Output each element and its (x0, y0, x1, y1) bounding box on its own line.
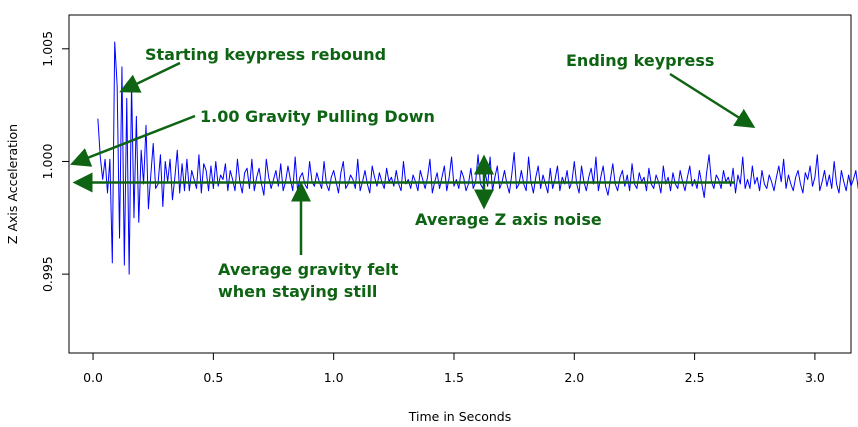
y-axis: 0.995 1.000 1.005 (40, 31, 70, 292)
x-tick-label: 3.0 (805, 370, 825, 385)
x-tick-label: 0.0 (83, 370, 103, 385)
annotation-starting-keypress: Starting keypress rebound (145, 45, 386, 64)
annotation-z-axis-noise: Average Z axis noise (415, 210, 602, 229)
plot-frame (68, 14, 852, 354)
x-tick-label: 1.0 (324, 370, 344, 385)
x-tick-label: 0.5 (203, 370, 223, 385)
annotation-average-gravity-line2: when staying still (218, 282, 377, 301)
x-tick-label: 2.5 (685, 370, 705, 385)
gravity-arrow (70, 114, 196, 167)
annotation-layer: Starting keypress rebound 1.00 Gravity P… (70, 45, 756, 301)
x-axis-title: Time in Seconds (408, 409, 511, 424)
x-tick-label: 1.5 (444, 370, 464, 385)
y-tick-label: 0.995 (40, 256, 55, 292)
series-line (97, 41, 858, 275)
series-layer (97, 41, 858, 275)
y-tick-label: 1.005 (40, 31, 55, 67)
annotation-average-gravity-line1: Average gravity felt (218, 260, 399, 279)
x-axis: 0.0 0.5 1.0 1.5 2.0 2.5 3.0 (83, 352, 825, 385)
ending-keypress-arrow (669, 72, 756, 129)
annotation-gravity-pulling-down: 1.00 Gravity Pulling Down (200, 107, 435, 126)
x-tick-label: 2.0 (564, 370, 584, 385)
y-axis-title: Z Axis Acceleration (5, 124, 20, 244)
y-tick-label: 1.000 (40, 144, 55, 180)
annotation-ending-keypress: Ending keypress (566, 51, 714, 70)
starting-rebound-arrow (119, 61, 181, 93)
